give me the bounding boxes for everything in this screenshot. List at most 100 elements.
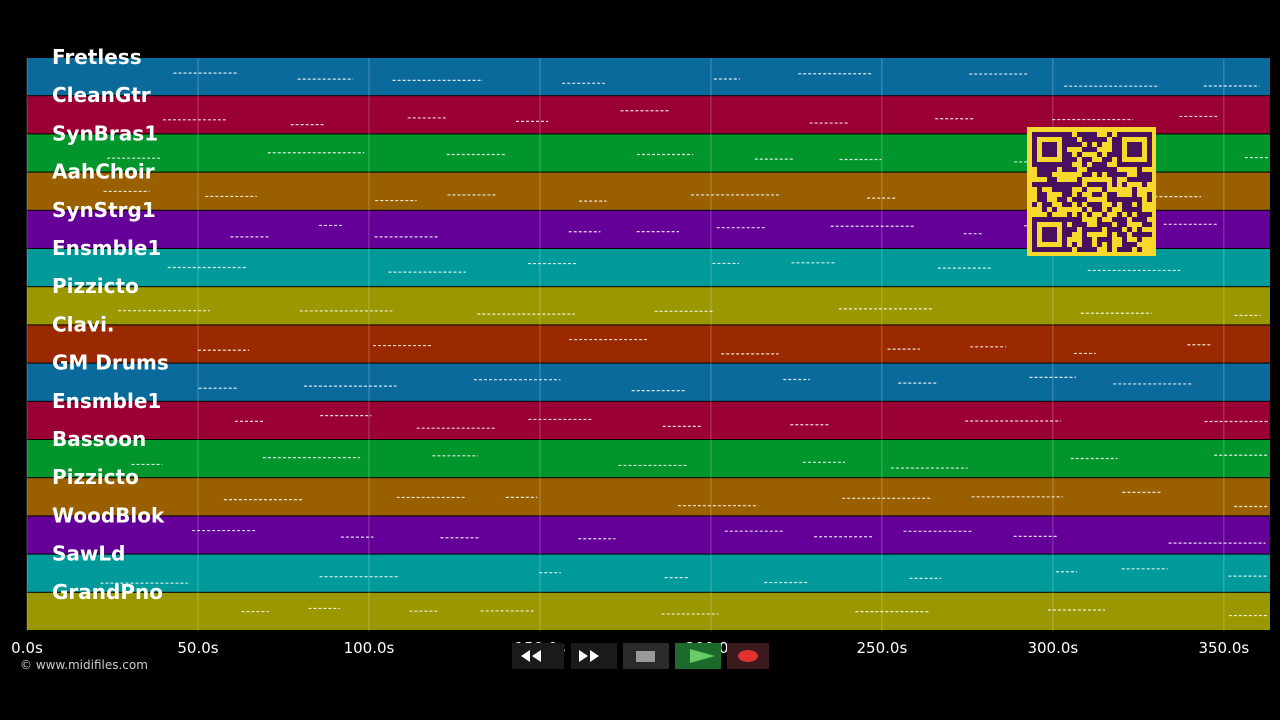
qr-cell: [1042, 167, 1047, 172]
qr-cell: [1077, 142, 1082, 147]
qr-cell: [1117, 227, 1122, 232]
tick-label: 350.0s: [1198, 639, 1249, 657]
qr-cell: [1087, 242, 1092, 247]
qr-cell: [1107, 157, 1112, 162]
qr-cell: [1107, 227, 1112, 232]
qr-cell: [1082, 172, 1087, 177]
qr-cell: [1132, 232, 1137, 237]
qr-cell: [1097, 192, 1102, 197]
track-name: Ensmble1: [52, 389, 161, 413]
qr-cell: [1092, 167, 1097, 172]
track-row: [27, 58, 1270, 96]
qr-finder: [1042, 227, 1057, 242]
qr-cell: [1087, 132, 1092, 137]
track-name: AahChoir: [52, 160, 155, 184]
qr-cell: [1102, 162, 1107, 167]
qr-cell: [1072, 182, 1077, 187]
qr-cell: [1127, 177, 1132, 182]
qr-cell: [1142, 172, 1147, 177]
qr-cell: [1112, 177, 1117, 182]
qr-cell: [1137, 202, 1142, 207]
qr-cell: [1077, 197, 1082, 202]
qr-cell: [1052, 177, 1057, 182]
qr-cell: [1042, 172, 1047, 177]
forward-icon: [579, 650, 599, 662]
track-name: SynBras1: [52, 121, 158, 145]
qr-cell: [1067, 137, 1072, 142]
track-name: Fretless: [52, 45, 142, 69]
qr-cell: [1137, 172, 1142, 177]
qr-cell: [1117, 217, 1122, 222]
qr-cell: [1112, 142, 1117, 147]
qr-cell: [1097, 207, 1102, 212]
qr-cell: [1112, 227, 1117, 232]
qr-cell: [1087, 167, 1092, 172]
qr-cell: [1107, 132, 1112, 137]
qr-cell: [1107, 242, 1112, 247]
qr-cell: [1037, 197, 1042, 202]
qr-cell: [1072, 227, 1077, 232]
qr-cell: [1097, 162, 1102, 167]
qr-cell: [1132, 187, 1137, 192]
qr-cell: [1112, 197, 1117, 202]
qr-cell: [1077, 217, 1082, 222]
qr-cell: [1137, 232, 1142, 237]
qr-cell: [1097, 167, 1102, 172]
qr-cell: [1067, 212, 1072, 217]
qr-cell: [1042, 207, 1047, 212]
qr-cell: [1132, 242, 1137, 247]
qr-cell: [1087, 202, 1092, 207]
qr-cell: [1072, 157, 1077, 162]
qr-cell: [1127, 242, 1132, 247]
qr-cell: [1107, 247, 1112, 252]
qr-cell: [1047, 172, 1052, 177]
qr-cell: [1102, 182, 1107, 187]
qr-cell: [1057, 187, 1062, 192]
qr-cell: [1117, 172, 1122, 177]
qr-cell: [1097, 217, 1102, 222]
tick-label: 50.0s: [177, 639, 218, 657]
qr-cell: [1097, 237, 1102, 242]
qr-cell: [1137, 177, 1142, 182]
qr-cell: [1087, 157, 1092, 162]
qr-cell: [1112, 202, 1117, 207]
qr-cell: [1037, 167, 1042, 172]
qr-cell: [1147, 172, 1152, 177]
tick-label: 250.0s: [857, 639, 908, 657]
qr-cell: [1147, 232, 1152, 237]
qr-cell: [1107, 167, 1112, 172]
track-row: [27, 401, 1270, 439]
qr-cell: [1082, 147, 1087, 152]
qr-cell: [1117, 222, 1122, 227]
qr-cell: [1142, 182, 1147, 187]
track-row: [27, 440, 1270, 478]
qr-cell: [1127, 202, 1132, 207]
credit: © www.midifiles.com: [20, 658, 148, 672]
qr-cell: [1127, 197, 1132, 202]
track-row: [27, 554, 1270, 592]
qr-cell: [1137, 207, 1142, 212]
qr-cell: [1067, 227, 1072, 232]
track-labels: Fretless CleanGtr SynBras1 AahChoir SynStrg1…: [52, 45, 169, 604]
qr-cell: [1062, 167, 1067, 172]
qr-cell: [1127, 207, 1132, 212]
qr-cell: [1097, 227, 1102, 232]
qr-cell: [1102, 187, 1107, 192]
qr-cell: [1147, 212, 1152, 217]
qr-cell: [1052, 167, 1057, 172]
qr-cell: [1082, 132, 1087, 137]
qr-cell: [1122, 247, 1127, 252]
qr-cell: [1077, 182, 1082, 187]
qr-cell: [1092, 182, 1097, 187]
qr-cell: [1112, 172, 1117, 177]
qr-cell: [1092, 162, 1097, 167]
qr-cell: [1047, 212, 1052, 217]
qr-cell: [1062, 202, 1067, 207]
qr-cell: [1072, 217, 1077, 222]
qr-cell: [1062, 187, 1067, 192]
qr-cell: [1112, 217, 1117, 222]
qr-cell: [1042, 202, 1047, 207]
qr-finder: [1042, 142, 1057, 157]
qr-cell: [1122, 207, 1127, 212]
